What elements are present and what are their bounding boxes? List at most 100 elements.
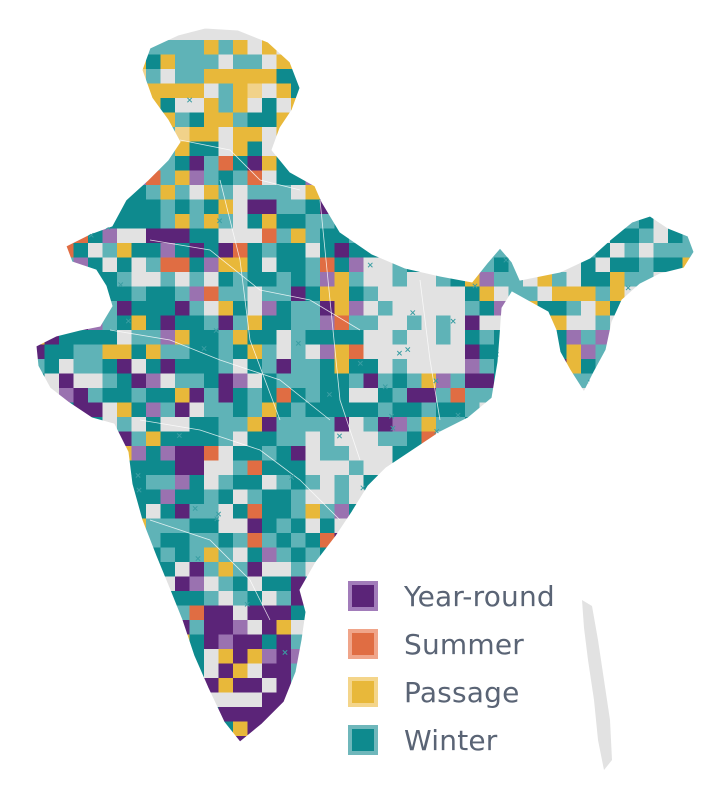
grid-cell [88,214,103,229]
grid-cell [102,692,117,707]
grid-cell [291,330,306,345]
grid-cell [639,591,654,606]
grid-cell [450,199,465,214]
grid-cell [436,373,451,388]
grid-cell [218,69,233,84]
grid-cell [276,257,291,272]
grid-cell [320,272,335,287]
grid-cell [624,547,639,562]
grid-cell [102,170,117,185]
grid-cell [44,127,59,142]
grid-cell [581,272,596,287]
grid-cell [131,185,146,200]
grid-cell [262,330,277,345]
grid-cell [378,301,393,316]
grid-cell [639,286,654,301]
grid-cell [233,69,248,84]
grid-cell [653,533,668,548]
marker-x [384,92,391,98]
grid-cell [73,446,88,461]
grid-cell [639,707,654,722]
grid-cell [494,199,509,214]
grid-cell [668,736,683,742]
grid-cell [581,214,596,229]
grid-cell [189,199,204,214]
grid-cell [219,751,234,766]
grid-cell [117,243,132,258]
grid-cell [175,112,190,127]
grid-cell [653,112,668,127]
grid-cell [117,547,132,562]
grid-cell [189,69,204,84]
grid-cell [73,533,88,548]
grid-cell [537,431,552,446]
grid-cell [276,69,291,84]
grid-cell [334,663,349,678]
grid-cell [537,460,552,475]
grid-cell [494,83,509,98]
grid-cell [407,533,422,548]
marker-x [434,428,440,434]
grid-cell [697,417,712,432]
grid-cell [36,504,45,519]
grid-cell [668,475,683,490]
grid-cell [88,591,103,606]
grid-cell [59,547,74,562]
grid-cell [320,721,335,736]
grid-cell [552,417,567,432]
grid-cell [334,83,349,98]
grid-cell [117,127,132,142]
grid-cell [189,692,204,707]
grid-cell [204,721,219,736]
grid-cell [189,547,204,562]
grid-cell [291,156,306,171]
grid-cell [320,707,335,722]
grid-cell [334,576,349,591]
grid-cell [566,83,581,98]
grid-cell [204,330,219,345]
grid-cell [132,751,147,766]
grid-cell [36,736,45,742]
grid-cell [421,69,436,84]
grid-cell [392,214,407,229]
grid-cell [624,170,639,185]
grid-cell [407,315,422,330]
grid-cell [73,504,88,519]
grid-cell [102,69,117,84]
grid-cell [407,431,422,446]
grid-cell [73,431,88,446]
grid-cell [320,69,335,84]
grid-cell [392,504,407,519]
grid-cell [291,199,306,214]
grid-cell [610,286,625,301]
grid-cell [595,431,610,446]
grid-cell [610,663,625,678]
grid-cell [494,214,509,229]
grid-cell [59,54,74,69]
grid-cell [363,141,378,156]
grid-cell [88,446,103,461]
grid-cell [175,330,190,345]
grid-cell [523,533,538,548]
grid-cell [392,170,407,185]
grid-cell [131,504,146,519]
grid-cell [218,605,233,620]
grid-cell [653,649,668,664]
grid-cell [305,257,320,272]
grid-cell [407,98,422,113]
grid-cell [175,40,190,55]
grid-cell [233,112,248,127]
grid-cell [247,518,262,533]
marker-x [410,310,416,316]
grid-cell [668,533,683,548]
grid-cell [537,301,552,316]
legend-label-winter: Winter [404,723,498,757]
grid-cell [36,562,45,577]
grid-cell [479,446,494,461]
grid-cell [639,257,654,272]
grid-cell [160,402,175,417]
grid-cell [363,373,378,388]
marker-x [360,485,366,491]
grid-cell [73,460,88,475]
grid-cell [653,417,668,432]
